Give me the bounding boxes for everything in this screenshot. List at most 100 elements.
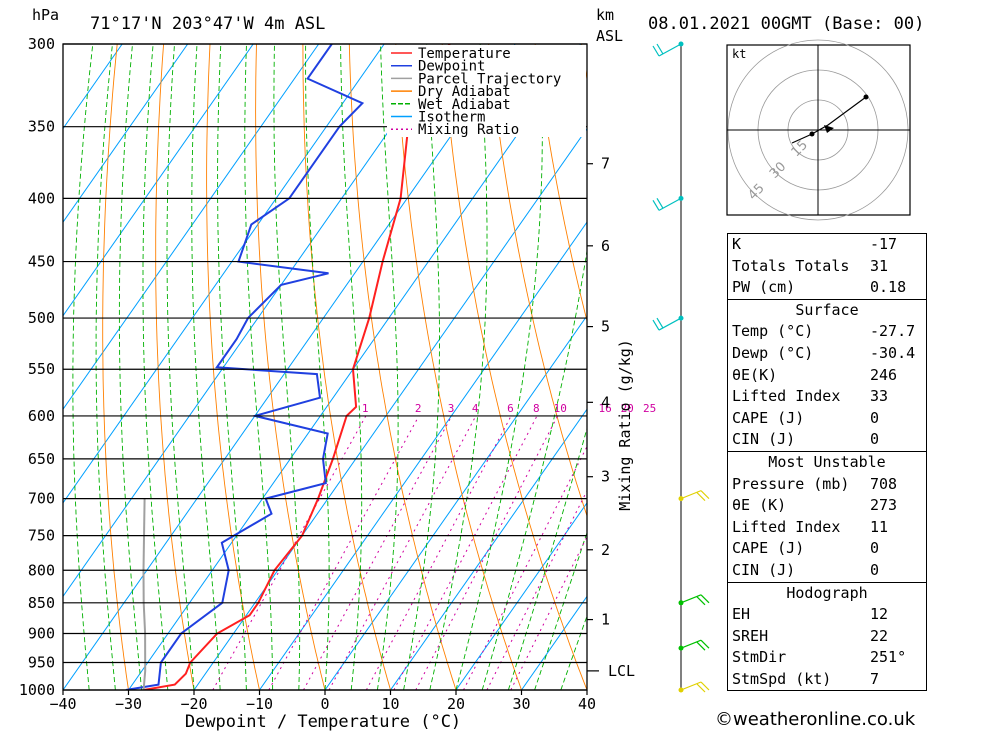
- tt-value: 31: [870, 256, 889, 275]
- mixing-ratio-line: [268, 415, 420, 690]
- legend-label: Dry Adiabat: [418, 84, 511, 100]
- legend-label: Mixing Ratio: [418, 122, 519, 138]
- legend-label: Temperature: [418, 46, 511, 62]
- x-tick-label: 30: [512, 695, 530, 713]
- isotherm-line: [63, 44, 385, 504]
- hpa-label: hPa: [32, 6, 59, 24]
- most-unstable-title: Most Unstable: [768, 452, 886, 471]
- wet-adiabat-line: [118, 44, 143, 690]
- hodograph-trace: [791, 96, 867, 144]
- km-tick-label: 2: [601, 541, 610, 559]
- km-tick-label: 3: [601, 468, 610, 486]
- mu-pressure-value: 708: [870, 474, 898, 493]
- parcel-trajectory-line: [142, 498, 147, 690]
- stmdir-label: StmDir: [732, 648, 787, 667]
- copyright-footer[interactable]: ©weatheronline.co.uk: [715, 709, 916, 730]
- wind-barb-flag: [700, 639, 710, 649]
- surface-dewp-value: -30.4: [870, 343, 916, 362]
- legend-label: Parcel Trajectory: [418, 71, 561, 87]
- wind-barb-flag: [696, 596, 706, 606]
- x-tick-label: −20: [180, 695, 207, 713]
- most-unstable-box: Most Unstable Pressure (mb) 708 θE (K) 273…: [727, 450, 927, 582]
- mixing-ratio-label: 6: [507, 402, 514, 415]
- dry-adiabat-line: [155, 44, 195, 690]
- storm-motion-arrow: [824, 125, 834, 133]
- hodograph-surface-point: [809, 131, 815, 137]
- stmspd-label: StmSpd (kt): [732, 669, 832, 688]
- pressure-tick-label: 600: [28, 407, 55, 425]
- mixing-ratio-axis-label: Mixing Ratio (g/kg): [616, 339, 634, 511]
- plot-frame: [62, 43, 588, 691]
- hodograph-top-point: [863, 94, 869, 100]
- pw-value: 0.18: [870, 278, 907, 297]
- surface-title: Surface: [795, 300, 859, 319]
- pressure-tick-label: 550: [28, 360, 55, 378]
- wind-barb: [680, 681, 710, 693]
- wind-barb-flag: [652, 45, 660, 57]
- wind-barb-flag: [696, 641, 706, 651]
- x-axis-label: Dewpoint / Temperature (°C): [185, 712, 461, 732]
- surface-li-label: Lifted Index: [732, 387, 841, 406]
- surface-cape-label: CAPE (J): [732, 408, 805, 427]
- mixing-ratio-line: [303, 415, 453, 690]
- pressure-tick-label: 300: [28, 35, 55, 53]
- surface-li-value: 33: [870, 387, 889, 406]
- k-value: -17: [870, 235, 898, 253]
- pressure-tick-label: 450: [28, 253, 55, 271]
- mixing-ratio-label: 8: [533, 402, 540, 415]
- surface-temp-label: Temp (°C): [732, 322, 814, 341]
- wind-barb-flag: [652, 200, 660, 211]
- x-tick-label: −10: [246, 695, 273, 713]
- datetime-title: 08.01.2021 00GMT (Base: 00): [648, 14, 924, 34]
- mixing-ratio-line: [328, 415, 477, 690]
- pw-label: PW (cm): [732, 278, 796, 297]
- dry-adiabat-line: [206, 44, 260, 690]
- temperature-line: [143, 44, 451, 690]
- mu-thetae-label: θE (K): [732, 496, 787, 515]
- wet-adiabat-line: [142, 44, 169, 690]
- wind-barb-flag: [696, 683, 706, 693]
- wet-adiabat-line: [217, 44, 247, 690]
- wet-adiabat-line: [244, 44, 274, 690]
- wind-barb-flag: [656, 317, 664, 329]
- wet-adiabat-line: [72, 44, 94, 690]
- mu-pressure-label: Pressure (mb): [732, 474, 850, 493]
- mixing-ratio-line: [393, 415, 538, 690]
- dry-adiabat-line: [953, 44, 1000, 690]
- wet-adiabat-line: [340, 44, 363, 690]
- location-title: 71°17'N 203°47'W 4m ASL: [90, 14, 325, 34]
- hodograph-unit-label: kt: [732, 47, 746, 61]
- pressure-tick-label: 400: [28, 189, 55, 207]
- isotherm-line: [324, 314, 587, 690]
- isotherm-line: [63, 44, 123, 130]
- wind-barb: [652, 317, 682, 331]
- legend-label: Wet Adiabat: [418, 97, 511, 113]
- km-tick-label: 5: [601, 318, 610, 336]
- x-tick-label: 20: [447, 695, 465, 713]
- dewpoint-line: [125, 44, 365, 690]
- wet-adiabat-line: [507, 426, 587, 690]
- asl-label: ASL: [596, 27, 623, 45]
- mixing-ratio-label: 10: [554, 402, 567, 415]
- surface-box: Surface Temp (°C) -27.7 Dewp (°C) -30.4 θE…: [727, 298, 927, 451]
- wind-barb-shaft: [680, 639, 702, 649]
- stmspd-value: 7: [870, 669, 880, 688]
- isotherm-line: [390, 408, 587, 690]
- wind-barb: [680, 594, 710, 606]
- eh-label: EH: [732, 605, 751, 624]
- sreh-value: 22: [870, 626, 889, 645]
- mu-cin-value: 0: [870, 560, 880, 579]
- wind-barb-flag: [700, 681, 710, 691]
- wind-barb: [652, 197, 682, 211]
- km-tick-label: 7: [601, 155, 610, 173]
- pressure-tick-label: 500: [28, 309, 55, 327]
- index-box: K -17 Totals Totals 31 PW (cm) 0.18: [727, 233, 927, 299]
- wind-barb-shaft: [680, 490, 702, 500]
- wind-barb-shaft: [658, 197, 682, 211]
- x-tick-label: 0: [320, 695, 329, 713]
- wind-barb-flag: [700, 490, 710, 500]
- pressure-tick-label: 1000: [19, 681, 55, 699]
- km-tick-label: 4: [601, 393, 610, 411]
- index-panel: K -17 Totals Totals 31 PW (cm) 0.18 Surface…: [727, 233, 927, 692]
